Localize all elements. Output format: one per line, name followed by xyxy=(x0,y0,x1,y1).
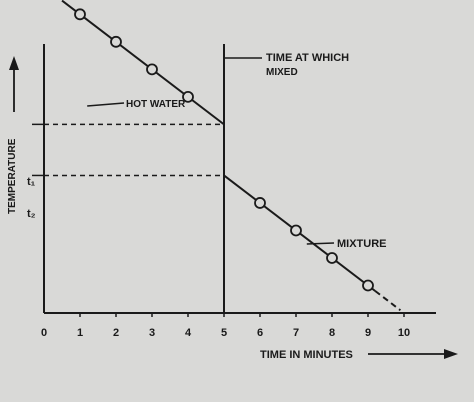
labels: TIME IN MINUTES TEMPERATURE TIME AT WHIC… xyxy=(7,52,410,361)
x-tick-label: 6 xyxy=(257,327,263,339)
mix-annotation-line-2: MIXED xyxy=(266,67,298,78)
mixture-point xyxy=(290,224,302,237)
y-axis-label: TEMPERATURE xyxy=(7,138,18,214)
axes xyxy=(9,44,458,359)
x-tick-label: 4 xyxy=(185,327,192,339)
hot-water-series-label: HOT WATER xyxy=(126,99,186,110)
hot-water-point xyxy=(146,63,158,76)
mixture-leader xyxy=(306,242,335,245)
x-tick-label: 5 xyxy=(221,327,227,339)
reference-lines xyxy=(32,123,224,177)
series xyxy=(61,0,402,312)
mixture-line-extension xyxy=(374,290,402,312)
mixture-point xyxy=(254,197,266,209)
x-tick-label: 0 xyxy=(41,327,47,339)
x-axis-label: TIME IN MINUTES xyxy=(260,349,353,361)
mixture-point xyxy=(362,279,374,292)
x-tick-label: 10 xyxy=(398,327,410,339)
mixture-point xyxy=(326,252,338,264)
y-tick-label-t2: t₂ xyxy=(27,208,36,220)
hot-water-point xyxy=(110,35,122,48)
hot-water-point xyxy=(74,8,86,21)
x-tick-label: 3 xyxy=(149,327,155,339)
x-tick-label: 1 xyxy=(77,327,83,339)
y-tick-label-t1: t₁ xyxy=(27,176,36,188)
x-arrow-head xyxy=(444,349,458,359)
hot-water-point xyxy=(182,90,194,103)
y-arrow-head xyxy=(9,56,19,70)
x-tick-label: 8 xyxy=(329,327,335,339)
x-tick-label: 7 xyxy=(293,327,299,339)
mix-annotation-line-1: TIME AT WHICH xyxy=(266,52,349,64)
hot-water-leader xyxy=(87,102,125,107)
x-tick-label: 9 xyxy=(365,327,371,339)
hot-water-line xyxy=(61,0,225,126)
mixture-series-label: MIXTURE xyxy=(337,238,387,250)
x-tick-label: 2 xyxy=(113,327,119,339)
